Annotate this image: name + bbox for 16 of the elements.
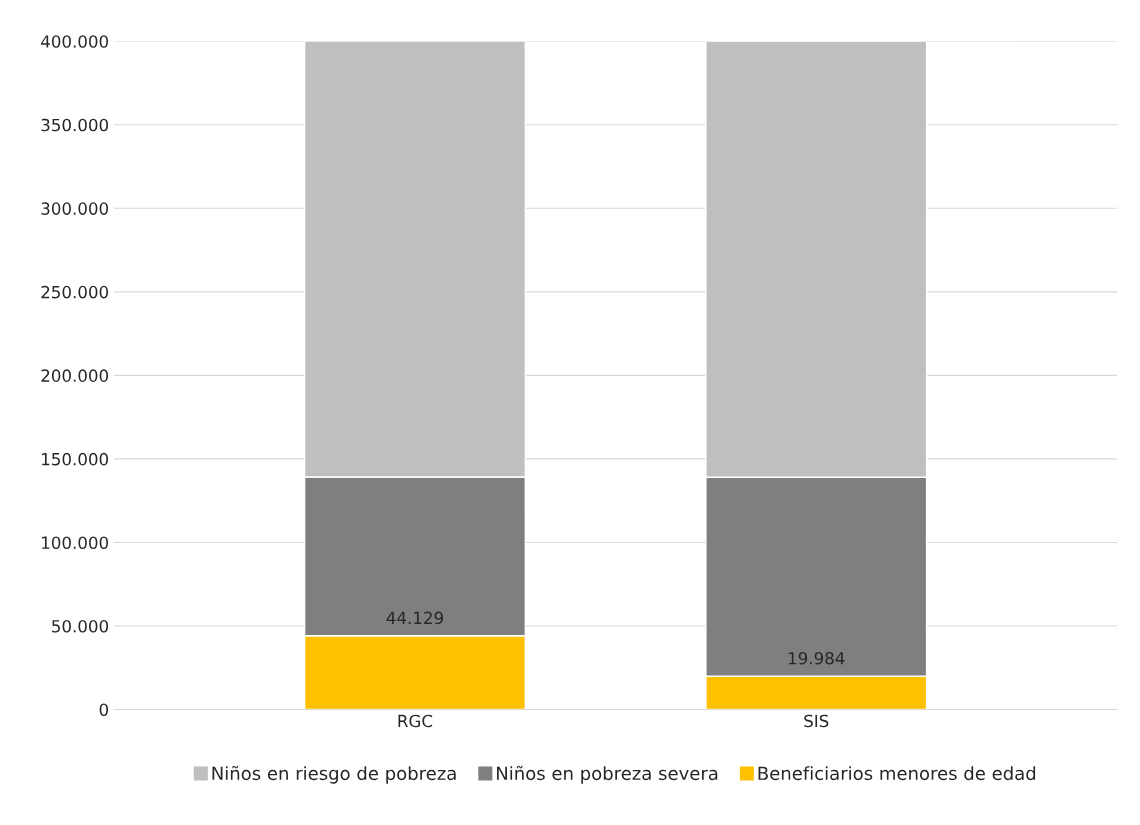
y-tick-label: 200.000 — [41, 369, 109, 382]
y-tick-label: 300.000 — [41, 202, 109, 215]
y-tick-label: 50.000 — [52, 619, 109, 633]
y-tick-label: 100.000 — [42, 536, 109, 550]
y-tick-label: 150.000 — [42, 452, 109, 466]
legend-label: Niños en pobreza severa — [497, 765, 718, 784]
data-label: 44.129 — [386, 611, 443, 625]
y-tick-label: 400.000 — [41, 35, 109, 48]
data-label: 19.984 — [788, 651, 845, 665]
x-tick-label: RGC — [398, 714, 433, 728]
x-tick-label: SIS — [804, 714, 829, 728]
y-tick-label: 350.000 — [41, 118, 109, 132]
y-tick-label: 250.000 — [41, 285, 109, 299]
y-tick-label: 0 — [99, 703, 109, 717]
legend-label: Niños en riesgo de pobreza — [212, 765, 456, 784]
legend-label: Beneficiarios menores de edad — [758, 766, 1036, 781]
